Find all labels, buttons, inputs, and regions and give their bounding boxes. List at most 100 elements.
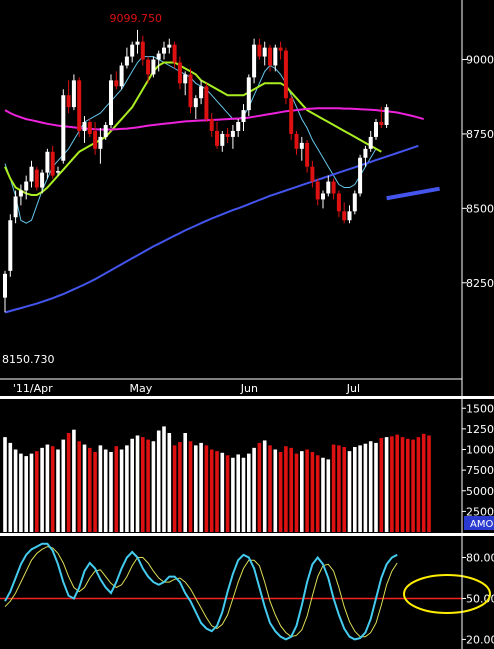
- volume-bar: [262, 440, 267, 532]
- stochastic-lines: [0, 542, 462, 641]
- stochastic-tick-label: 20.00: [466, 633, 494, 646]
- candle-body: [326, 181, 331, 194]
- x-axis: '11/Apr May Jun Jul: [0, 378, 462, 395]
- volume-bar: [82, 444, 87, 532]
- volume-bar: [13, 449, 18, 532]
- candle-body: [71, 80, 76, 108]
- panel-divider: [0, 533, 494, 536]
- candle-body: [172, 44, 177, 63]
- volume-tick-label: 2500: [466, 505, 494, 518]
- price-panel: 9000 8750 8500 8250 9099.750 8150.730: [2, 0, 494, 378]
- candle-body: [82, 122, 87, 131]
- x-tick-label: May: [130, 382, 153, 395]
- panel-divider: [0, 396, 494, 399]
- volume-tick-label: 5000: [466, 485, 494, 498]
- candle-body: [252, 44, 257, 78]
- price-tick-label: 8250: [466, 277, 494, 290]
- candle-body: [18, 190, 23, 197]
- volume-bar: [294, 453, 299, 532]
- candle-body: [374, 122, 378, 137]
- volume-bars: [3, 426, 431, 532]
- volume-bar: [241, 457, 246, 532]
- volume-bar: [156, 430, 161, 532]
- candle-body: [209, 119, 214, 131]
- moving-average-ma-mid: [4, 61, 382, 196]
- candle-body: [140, 41, 145, 60]
- stochastic-k-line: [4, 542, 398, 641]
- price-tick-label: 8500: [466, 202, 494, 215]
- volume-bar: [278, 451, 283, 532]
- candle-body: [8, 220, 13, 271]
- volume-bar: [358, 445, 362, 532]
- price-tick-label: 8750: [466, 128, 494, 141]
- volume-bar: [374, 442, 378, 532]
- volume-bar: [400, 437, 405, 532]
- candle-body: [40, 172, 45, 188]
- candle-body: [215, 130, 219, 146]
- volume-bar: [390, 436, 394, 532]
- candle-body: [230, 130, 235, 137]
- high-annotation: 9099.750: [110, 12, 163, 25]
- candle-body: [225, 133, 230, 137]
- candle-body: [162, 47, 166, 54]
- candle-body: [114, 80, 119, 87]
- candle-body: [331, 181, 336, 194]
- candle-body: [66, 95, 71, 108]
- volume-bar: [384, 437, 389, 532]
- candle-body: [3, 273, 7, 298]
- candle-body: [13, 196, 18, 218]
- candle-body: [368, 136, 373, 149]
- candle-body: [93, 130, 98, 149]
- volume-bar: [151, 441, 156, 532]
- volume-bar: [114, 446, 119, 532]
- candle-body: [363, 148, 368, 158]
- volume-bar: [321, 457, 325, 532]
- volume-bar: [103, 449, 108, 532]
- moving-average-ma-slow: [4, 107, 424, 131]
- volume-bar: [77, 441, 81, 532]
- x-tick-label: Jul: [346, 382, 360, 395]
- price-axis-area: [462, 0, 494, 378]
- candle-body: [289, 98, 294, 134]
- price-tick-label: 9000: [466, 54, 494, 67]
- candle-body: [236, 122, 241, 131]
- volume-bar: [305, 449, 309, 532]
- volume-bar: [98, 445, 103, 532]
- candle-body: [109, 80, 113, 126]
- stochastic-d-line: [4, 546, 398, 638]
- volume-bar: [188, 441, 193, 532]
- candle-body: [352, 193, 357, 212]
- candle-body: [87, 122, 92, 134]
- volume-bar: [252, 447, 256, 532]
- volume-tick-label: 7500: [466, 464, 494, 477]
- candle-body: [156, 53, 161, 60]
- volume-bar: [141, 437, 145, 532]
- volume-tick-label: 10000: [466, 444, 494, 457]
- volume-bar: [119, 449, 124, 532]
- candle-body: [45, 151, 50, 173]
- volume-tag: AMO: [470, 519, 493, 530]
- candle-body: [321, 193, 325, 200]
- candle-body: [262, 47, 267, 57]
- volume-bar: [66, 433, 71, 532]
- candle-body: [34, 169, 39, 188]
- volume-bar: [395, 434, 399, 532]
- volume-tick-label: 15000: [466, 402, 494, 415]
- volume-bar: [40, 447, 44, 532]
- volume-bar: [310, 451, 315, 532]
- volume-bar: [167, 433, 172, 532]
- volume-bar: [24, 456, 28, 532]
- volume-bar: [194, 445, 198, 532]
- volume-bar: [130, 438, 134, 532]
- volume-panel: 15000 12500 10000 7500 5000 2500 AMO: [3, 402, 494, 532]
- volume-bar: [342, 447, 346, 532]
- volume-y-axis: 15000 12500 10000 7500 5000 2500: [462, 402, 494, 518]
- volume-bar: [146, 439, 150, 532]
- candle-body: [188, 74, 193, 108]
- volume-bar: [8, 442, 13, 532]
- price-y-axis: 9000 8750 8500 8250: [462, 54, 494, 290]
- moving-average-ma-long: [4, 144, 419, 314]
- volume-tag-box: [464, 516, 494, 530]
- candle-body: [199, 86, 204, 99]
